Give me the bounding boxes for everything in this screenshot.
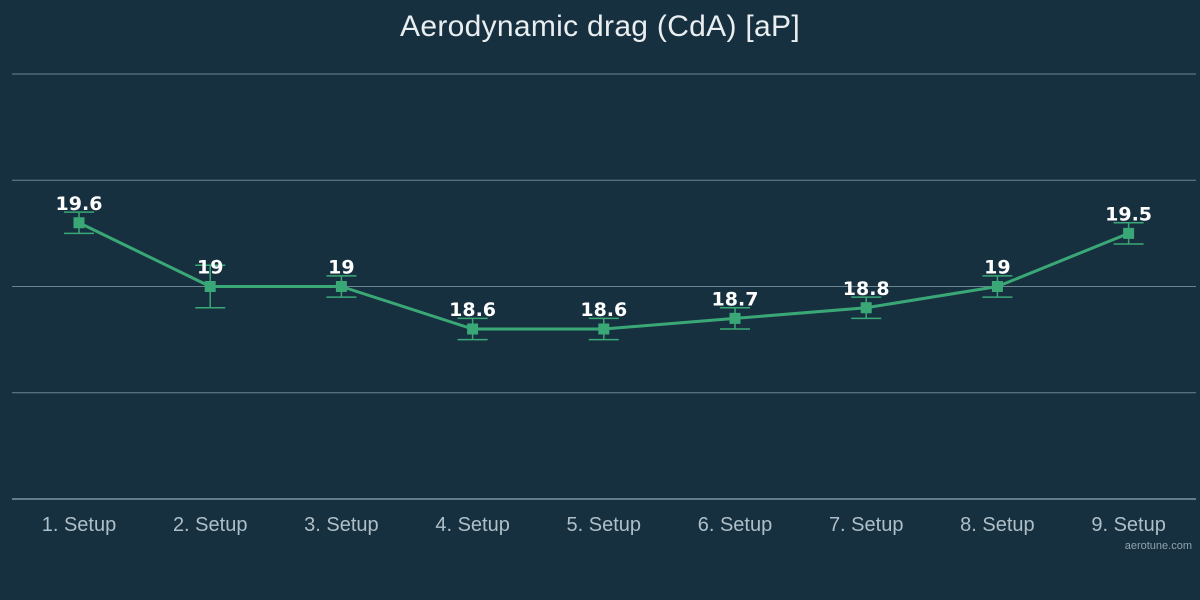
data-point [204, 281, 216, 292]
data-label: 19 [984, 257, 1010, 279]
data-label: 18.6 [580, 299, 627, 321]
data-point [73, 217, 85, 229]
data-point [1123, 227, 1135, 239]
chart-title: Aerodynamic drag (CdA) [aP] [400, 10, 800, 43]
data-label: 19 [328, 257, 354, 279]
data-label: 19.5 [1105, 203, 1152, 225]
data-label: 19 [197, 257, 223, 279]
x-tick-label: 9. Setup [1091, 514, 1166, 536]
x-tick-label: 3. Setup [304, 514, 379, 536]
watermark: aerotune.com [1124, 540, 1192, 552]
data-point [598, 323, 610, 335]
x-tick-label: 7. Setup [829, 514, 904, 536]
x-tick-label: 8. Setup [960, 514, 1035, 536]
data-point [991, 281, 1003, 292]
data-point [860, 302, 872, 314]
x-tick-label: 5. Setup [567, 514, 642, 536]
data-point [335, 281, 347, 292]
x-tick-label: 4. Setup [435, 514, 510, 536]
x-tick-label: 1. Setup [42, 514, 117, 536]
data-label: 18.6 [449, 299, 496, 321]
data-label: 18.7 [712, 288, 759, 310]
data-label: 18.8 [843, 278, 890, 300]
data-point [729, 312, 741, 324]
data-label: 19.6 [56, 193, 103, 215]
data-point [467, 323, 479, 335]
x-tick-label: 2. Setup [173, 514, 248, 536]
x-tick-label: 6. Setup [698, 514, 773, 536]
